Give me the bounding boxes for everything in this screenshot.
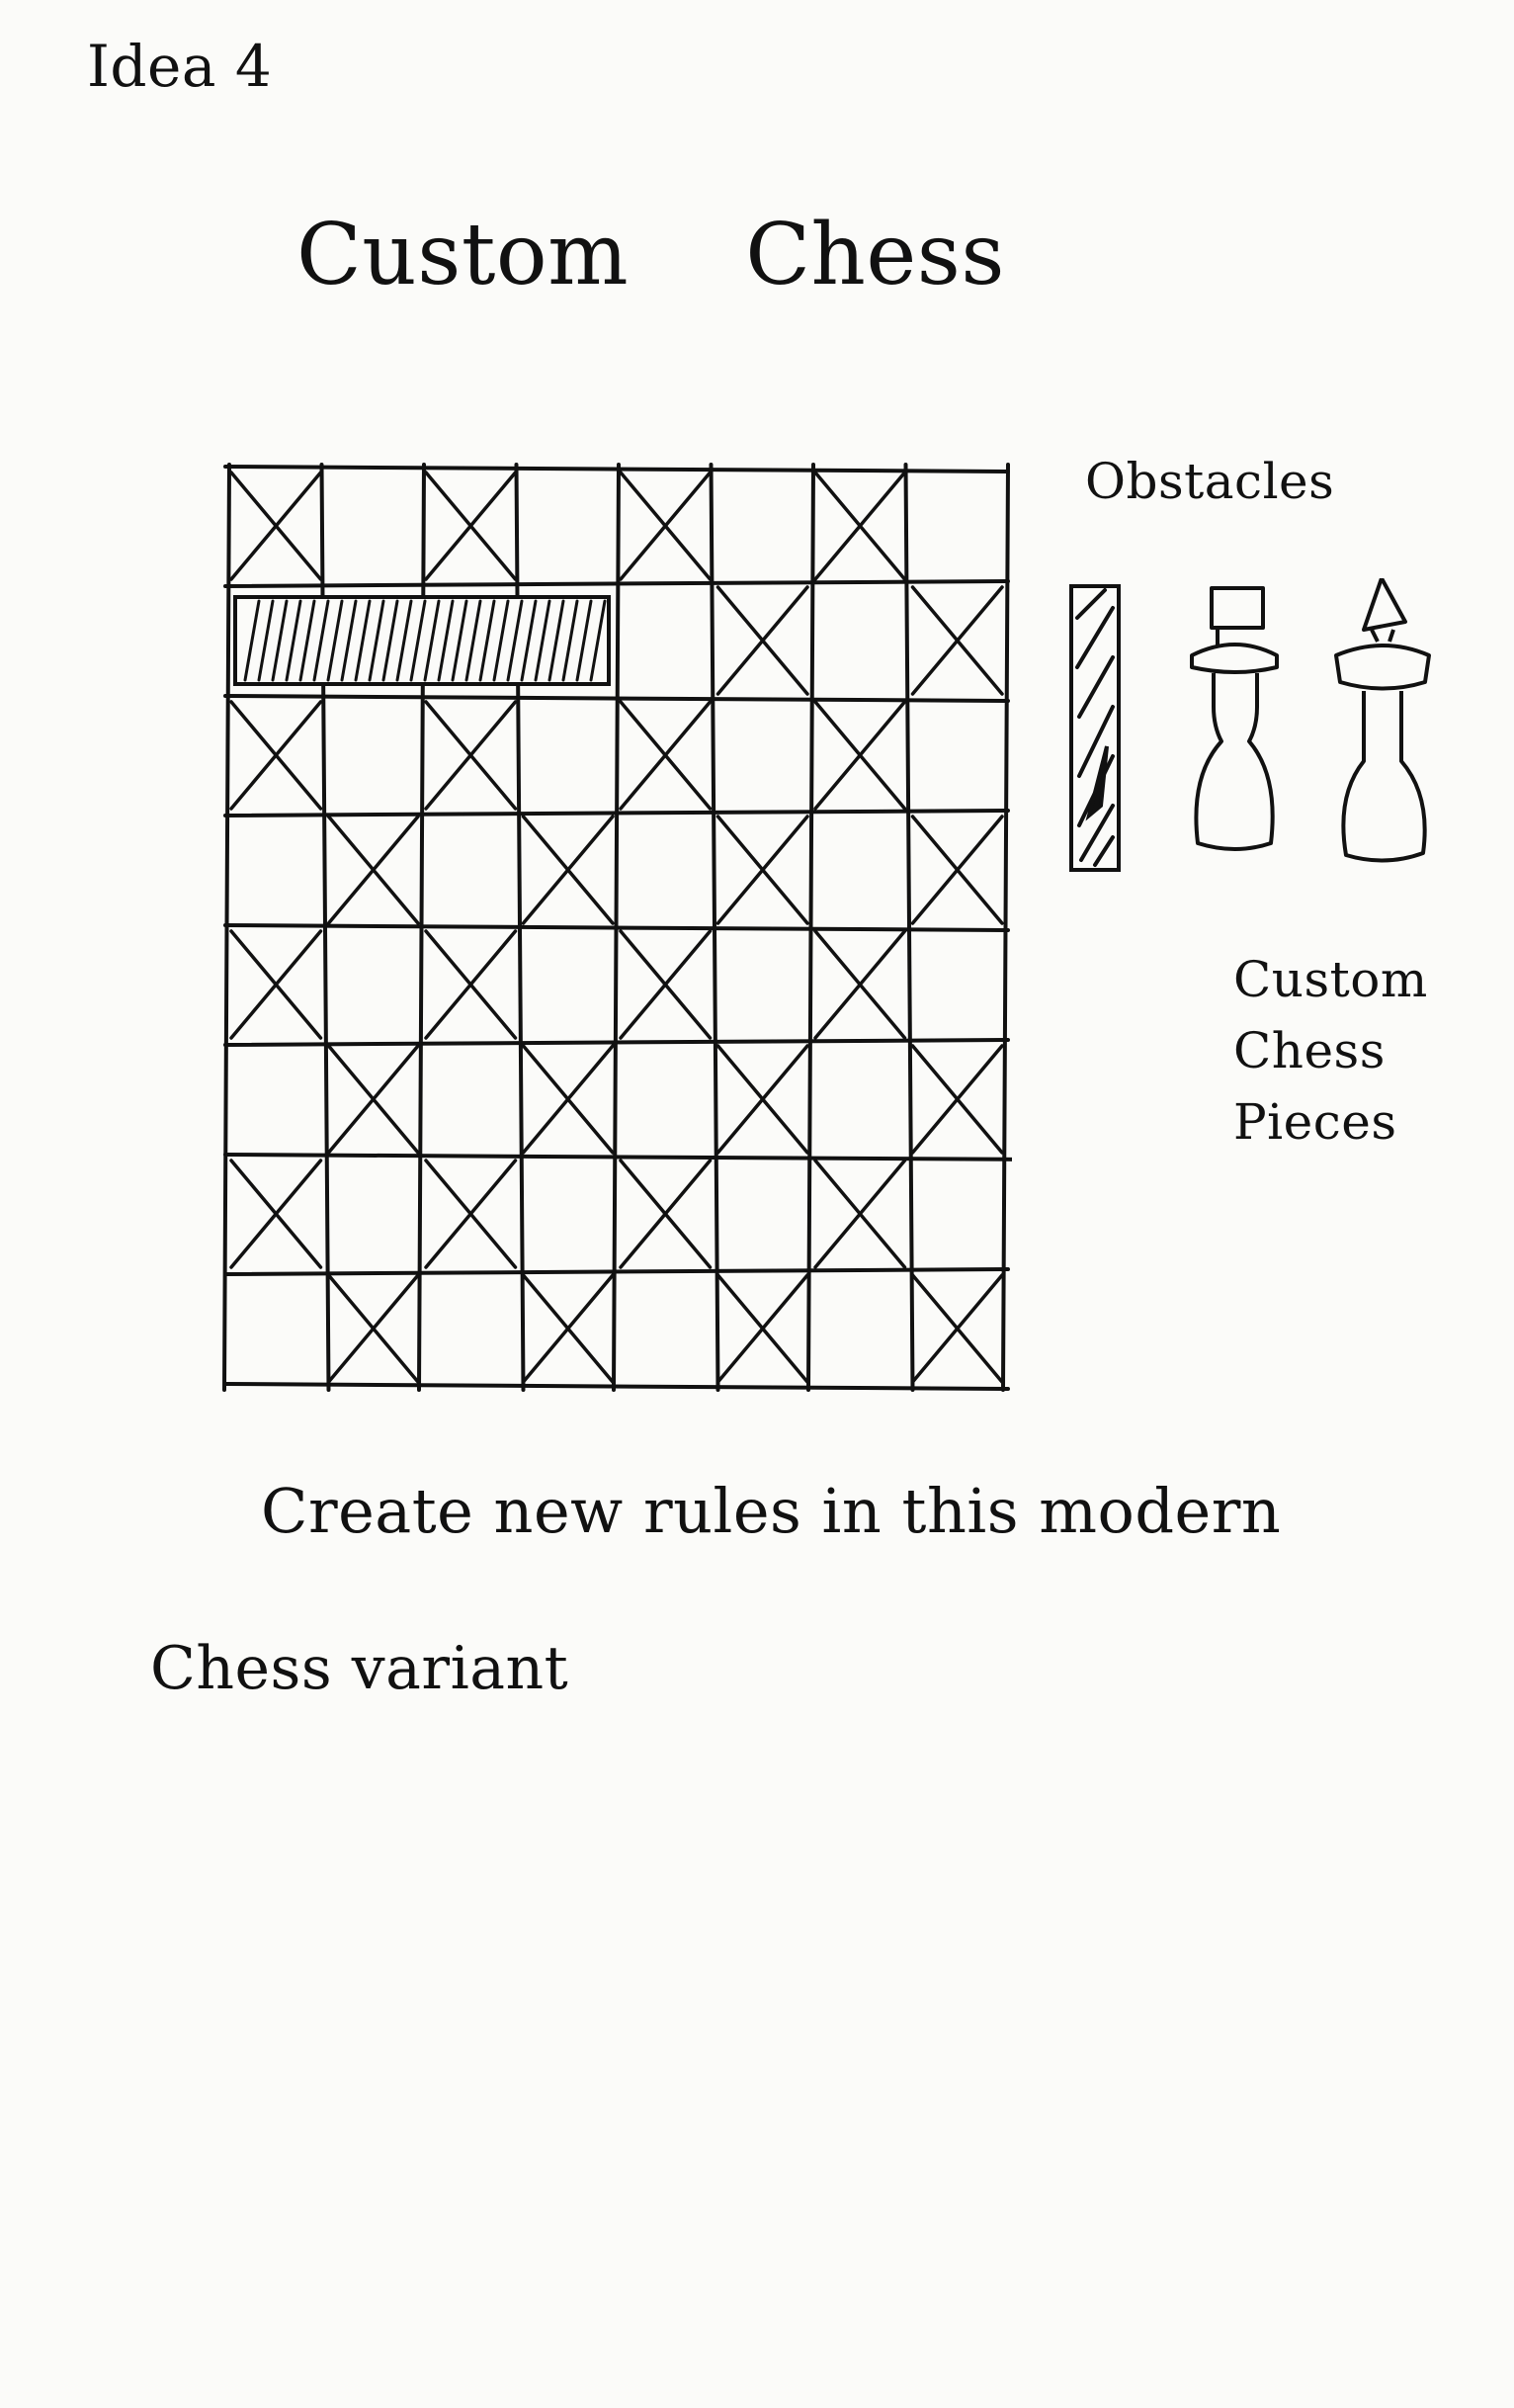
obstacle-hatch-line <box>520 599 538 682</box>
obstacle-hatch-line <box>575 599 593 682</box>
obstacle-hatch-line <box>257 599 275 682</box>
cell-cross-mark <box>424 929 518 1040</box>
cell-cross-mark <box>424 471 518 581</box>
title-word-custom: Custom <box>296 206 630 304</box>
obstacle-hatch-line <box>354 599 372 682</box>
idea-label: Idea 4 <box>87 33 273 100</box>
cone-piece-icon <box>1334 578 1431 863</box>
cell-cross-mark <box>619 471 713 581</box>
pieces-label-line: Chess <box>1233 1022 1386 1079</box>
custom-pieces-drawing <box>1069 578 1431 872</box>
cell-cross-mark <box>813 700 907 811</box>
obstacles-label: Obstacles <box>1085 453 1335 510</box>
obstacle-hatch-line <box>381 599 399 682</box>
board-row-line <box>223 1382 1010 1391</box>
custom-chess-pieces-label: Custom Chess Pieces <box>1233 944 1471 1158</box>
obstacle-hatch-line <box>464 599 482 682</box>
board-col-line <box>1001 463 1010 1392</box>
cell-cross-mark <box>813 471 907 581</box>
cell-cross-mark <box>910 1044 1004 1155</box>
obstacle-hatch-line <box>534 599 551 682</box>
description-line-2: Chess variant <box>150 1634 569 1703</box>
cell-cross-mark <box>619 700 713 811</box>
board-col-line <box>222 463 231 1392</box>
cell-cross-mark <box>715 1273 809 1384</box>
obstacle-hatch-line <box>409 599 427 682</box>
cell-cross-mark <box>326 1044 420 1155</box>
obstacle-hatch-line <box>492 599 510 682</box>
obstacle-hatch-line <box>506 599 524 682</box>
cell-cross-mark <box>813 929 907 1040</box>
pieces-label-line: Pieces <box>1233 1093 1397 1151</box>
chess-board-sketch <box>221 463 1012 1392</box>
obstacle-hatch-line <box>271 599 289 682</box>
flag-piece-icon <box>1190 586 1279 851</box>
cell-cross-mark <box>326 815 420 925</box>
board-row-line <box>223 1267 1010 1276</box>
obstacle-hatch-line <box>368 599 385 682</box>
pieces-label-line: Custom <box>1233 951 1428 1008</box>
obstacle-and-pieces-sketch <box>1067 578 1443 875</box>
cell-cross-mark <box>424 1159 518 1269</box>
hatched-bar-icon <box>1069 584 1121 872</box>
cell-cross-mark <box>521 1044 615 1155</box>
cell-cross-mark <box>715 815 809 925</box>
obstacle-hatch-line <box>423 599 441 682</box>
obstacle-hatch-line <box>547 599 565 682</box>
cell-cross-mark <box>521 815 615 925</box>
cell-cross-mark <box>229 700 323 811</box>
cell-cross-mark <box>619 929 713 1040</box>
cell-cross-mark <box>229 1159 323 1269</box>
board-col-line <box>612 463 621 1392</box>
obstacle-hatch-line <box>340 599 358 682</box>
board-col-line <box>709 463 720 1392</box>
obstacle-hatch-line <box>589 599 607 682</box>
title-word-chess: Chess <box>745 206 1006 304</box>
obstacle-hatch-line <box>478 599 496 682</box>
cell-cross-mark <box>229 929 323 1040</box>
cell-cross-mark <box>715 585 809 696</box>
cell-cross-mark <box>619 1159 713 1269</box>
cell-cross-mark <box>424 700 518 811</box>
board-row-line <box>223 1153 1012 1161</box>
obstacle-hatch-line <box>561 599 579 682</box>
obstacle-hatch-line <box>395 599 413 682</box>
cell-cross-mark <box>715 1044 809 1155</box>
cell-cross-mark <box>910 815 1004 925</box>
obstacle-hatch-line <box>312 599 330 682</box>
chess-board-grid <box>222 463 1012 1392</box>
cell-cross-mark <box>326 1273 420 1384</box>
obstacle-hatch-line <box>326 599 344 682</box>
board-col-line <box>806 463 815 1392</box>
cell-cross-mark <box>813 1159 907 1269</box>
board-col-line <box>903 463 915 1392</box>
cell-cross-mark <box>229 471 323 581</box>
obstacle-hatch-line <box>298 599 316 682</box>
cell-cross-mark <box>910 1273 1004 1384</box>
cell-cross-mark <box>910 585 1004 696</box>
page-title: Custom Chess <box>296 213 1005 298</box>
description-line-1: Create new rules in this modern <box>261 1475 1282 1547</box>
obstacle-hatch-line <box>285 599 302 682</box>
cell-cross-mark <box>521 1273 615 1384</box>
obstacle-hatch-line <box>243 599 261 682</box>
obstacle-hatch-line <box>451 599 468 682</box>
obstacle-hatch-line <box>437 599 455 682</box>
